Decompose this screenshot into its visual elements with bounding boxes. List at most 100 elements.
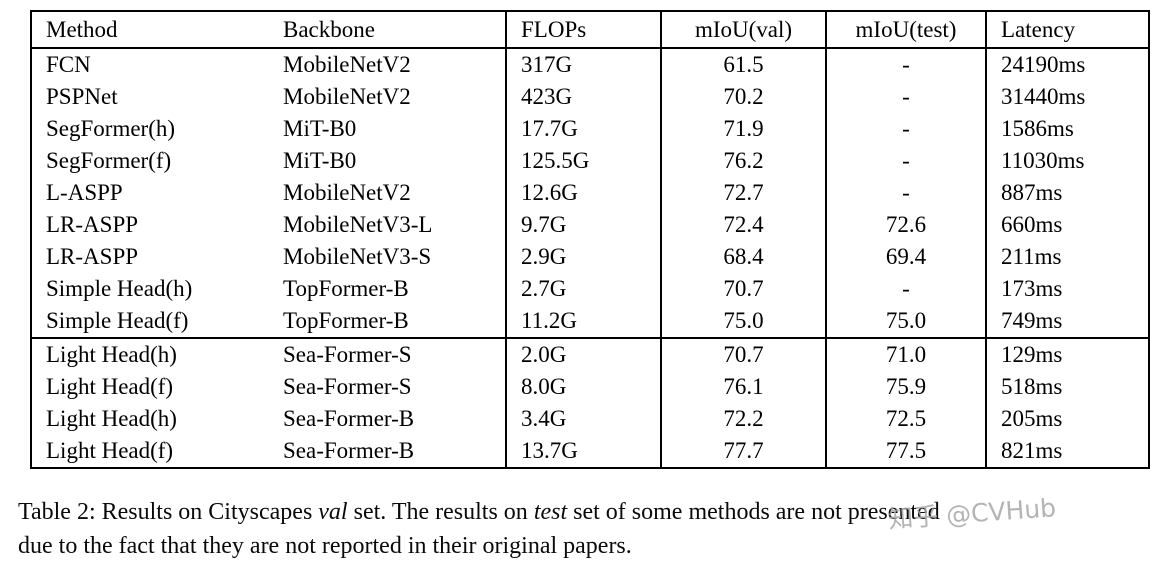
- cell-miou-test: -: [825, 48, 986, 81]
- table-row: Light Head(h) Sea-Former-S 2.0G 70.7 71.0 129…: [31, 338, 1149, 371]
- cell-flops: 9.7G: [505, 209, 661, 241]
- caption-text: Table 2: Results on Cityscapes: [18, 499, 319, 525]
- cell-flops: 2.0G: [505, 338, 661, 371]
- cell-backbone: TopFormer-B: [283, 308, 409, 333]
- cell-miou-test: 77.5: [825, 435, 986, 468]
- cell-latency: 211ms: [985, 241, 1149, 273]
- cell-miou-test: -: [825, 177, 986, 209]
- cell-latency: 887ms: [985, 177, 1149, 209]
- cell-miou-test: 75.0: [825, 305, 986, 338]
- cell-miou-val: 76.1: [660, 371, 826, 403]
- cell-latency: 24190ms: [985, 48, 1149, 81]
- cell-miou-test: -: [825, 81, 986, 113]
- table-row: LR-ASPP MobileNetV3-L 9.7G 72.4 72.6 660ms: [31, 209, 1149, 241]
- cell-latency: 129ms: [985, 338, 1149, 371]
- cell-latency: 173ms: [985, 273, 1149, 305]
- table-row: SegFormer(f) MiT-B0 125.5G 76.2-11030ms: [31, 145, 1149, 177]
- cell-miou-test: -: [825, 145, 986, 177]
- caption-line: Table 2: Results on Cityscapes val set. …: [18, 495, 1152, 529]
- caption-italic-text: test: [533, 499, 568, 525]
- table-row: Light Head(f) Sea-Former-B 13.7G 77.7 77.5 82…: [31, 435, 1149, 468]
- cell-method: Light Head(f): [46, 374, 174, 399]
- cell-backbone: TopFormer-B: [283, 276, 409, 301]
- column-header-miou-val: mIoU(val): [660, 11, 826, 48]
- cell-miou-test: -: [825, 273, 986, 305]
- cell-latency: 1586ms: [985, 113, 1149, 145]
- cell-backbone: Sea-Former-B: [283, 406, 415, 431]
- table-row: Simple Head(f) TopFormer-B 11.2G 75.0 75.0 74…: [31, 305, 1149, 338]
- cell-flops: 2.7G: [505, 273, 661, 305]
- cell-backbone: MobileNetV3-L: [283, 212, 433, 237]
- caption-italic-text: val: [318, 499, 348, 525]
- caption-text: due to the fact that they are not report…: [18, 533, 632, 559]
- cell-backbone: MiT-B0: [283, 116, 357, 141]
- table-row: Light Head(h) Sea-Former-B 3.4G 72.2 72.5 205…: [31, 403, 1149, 435]
- cell-flops: 3.4G: [505, 403, 661, 435]
- table-row: LR-ASPP MobileNetV3-S 2.9G 68.4 69.4 211ms: [31, 241, 1149, 273]
- cell-latency: 11030ms: [985, 145, 1149, 177]
- table-row: Light Head(f) Sea-Former-S 8.0G 76.1 75.9 518…: [31, 371, 1149, 403]
- cell-backbone: Sea-Former-S: [283, 342, 412, 367]
- cell-miou-val: 76.2: [660, 145, 826, 177]
- cell-latency: 821ms: [985, 435, 1149, 468]
- header-row: Method Backbone FLOPs mIoU(val) mIoU(tes…: [31, 11, 1149, 48]
- cell-latency: 205ms: [985, 403, 1149, 435]
- cell-flops: 317G: [505, 48, 661, 81]
- table-row: Simple Head(h) TopFormer-B 2.7G 70.7-173ms: [31, 273, 1149, 305]
- cell-method: Light Head(f): [46, 438, 174, 463]
- column-header-miou-test: mIoU(test): [825, 11, 986, 48]
- cell-latency: 518ms: [985, 371, 1149, 403]
- cell-miou-val: 70.7: [660, 273, 826, 305]
- table-group-seaformer: Light Head(h) Sea-Former-S 2.0G 70.7 71.0 129…: [31, 338, 1149, 468]
- table-group-baselines: FCN MobileNetV2 317G 61.5-24190ms PSPNet Mobi…: [31, 48, 1149, 338]
- cell-method: FCN: [46, 52, 91, 77]
- column-header-method: Method: [46, 17, 118, 42]
- cell-miou-val: 72.2: [660, 403, 826, 435]
- cell-miou-val: 72.4: [660, 209, 826, 241]
- cell-flops: 12.6G: [505, 177, 661, 209]
- cell-miou-val: 72.7: [660, 177, 826, 209]
- cell-flops: 2.9G: [505, 241, 661, 273]
- cell-flops: 423G: [505, 81, 661, 113]
- cell-method: SegFormer(f): [46, 148, 172, 173]
- table-row: L-ASPP MobileNetV2 12.6G 72.7-887ms: [31, 177, 1149, 209]
- cell-latency: 660ms: [985, 209, 1149, 241]
- cell-backbone: Sea-Former-B: [283, 438, 415, 463]
- cell-flops: 13.7G: [505, 435, 661, 468]
- cell-method: Light Head(h): [46, 406, 177, 431]
- cell-flops: 125.5G: [505, 145, 661, 177]
- cell-latency: 749ms: [985, 305, 1149, 338]
- cell-miou-val: 71.9: [660, 113, 826, 145]
- cell-method: Simple Head(h): [46, 276, 193, 301]
- cell-flops: 17.7G: [505, 113, 661, 145]
- cell-miou-test: 72.6: [825, 209, 986, 241]
- caption-text: set of some methods are not presented: [567, 499, 940, 525]
- cell-method: LR-ASPP: [46, 212, 139, 237]
- cell-miou-val: 68.4: [660, 241, 826, 273]
- cell-backbone: MobileNetV2: [283, 180, 411, 205]
- cell-miou-val: 75.0: [660, 305, 826, 338]
- table-row: SegFormer(h) MiT-B0 17.7G 71.9-1586ms: [31, 113, 1149, 145]
- cell-miou-test: -: [825, 113, 986, 145]
- table-row: FCN MobileNetV2 317G 61.5-24190ms: [31, 48, 1149, 81]
- cell-miou-test: 75.9: [825, 371, 986, 403]
- cell-method: PSPNet: [46, 84, 118, 109]
- cell-backbone: MobileNetV2: [283, 52, 411, 77]
- cell-flops: 11.2G: [505, 305, 661, 338]
- cell-backbone: Sea-Former-S: [283, 374, 412, 399]
- cell-method: Light Head(h): [46, 342, 177, 367]
- cell-method: SegFormer(h): [46, 116, 176, 141]
- cell-backbone: MobileNetV2: [283, 84, 411, 109]
- table-row: PSPNet MobileNetV2 423G 70.2-31440ms: [31, 81, 1149, 113]
- cell-miou-val: 70.2: [660, 81, 826, 113]
- cell-miou-val: 77.7: [660, 435, 826, 468]
- cell-miou-val: 70.7: [660, 338, 826, 371]
- caption-text: set. The results on: [347, 499, 534, 525]
- table-caption: Table 2: Results on Cityscapes val set. …: [18, 495, 1152, 561]
- column-header-backbone: Backbone: [283, 17, 375, 42]
- results-table: Method Backbone FLOPs mIoU(val) mIoU(tes…: [30, 10, 1150, 469]
- cell-backbone: MobileNetV3-S: [283, 244, 432, 269]
- cell-miou-val: 61.5: [660, 48, 826, 81]
- cell-miou-test: 71.0: [825, 338, 986, 371]
